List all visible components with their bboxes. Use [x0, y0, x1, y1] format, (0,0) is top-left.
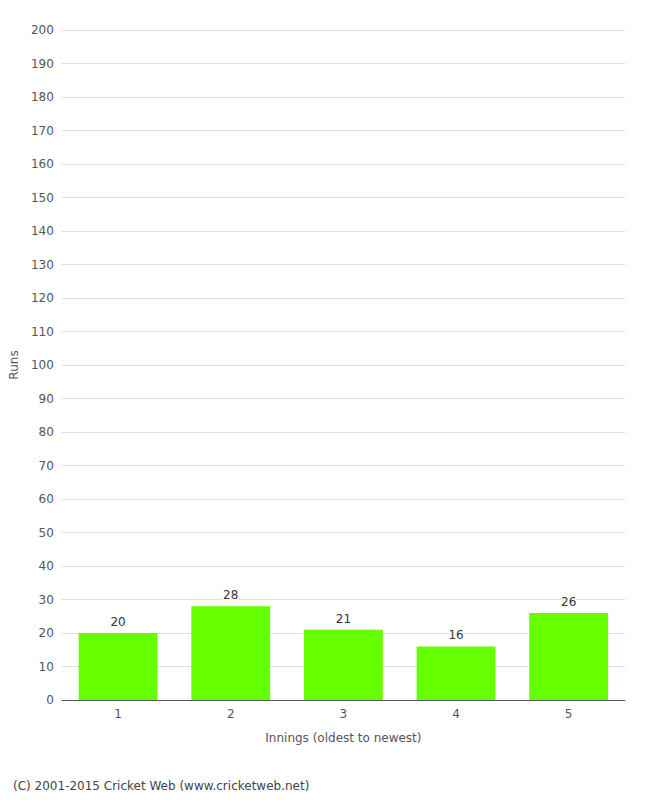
- svg-text:16: 16: [448, 628, 463, 642]
- svg-text:1: 1: [114, 707, 122, 721]
- svg-text:3: 3: [340, 707, 348, 721]
- svg-text:28: 28: [223, 588, 238, 602]
- svg-text:60: 60: [39, 492, 54, 506]
- svg-text:180: 180: [31, 90, 54, 104]
- svg-text:4: 4: [452, 707, 460, 721]
- svg-text:80: 80: [39, 425, 54, 439]
- svg-text:160: 160: [31, 157, 54, 171]
- svg-text:10: 10: [39, 660, 54, 674]
- svg-text:90: 90: [39, 392, 54, 406]
- svg-text:0: 0: [46, 693, 54, 707]
- svg-text:50: 50: [39, 526, 54, 540]
- svg-text:5: 5: [565, 707, 573, 721]
- svg-text:150: 150: [31, 191, 54, 205]
- svg-text:26: 26: [561, 595, 576, 609]
- svg-text:Innings (oldest to newest): Innings (oldest to newest): [265, 731, 421, 745]
- svg-text:21: 21: [336, 612, 351, 626]
- svg-text:200: 200: [31, 23, 54, 37]
- svg-text:100: 100: [31, 358, 54, 372]
- svg-text:190: 190: [31, 57, 54, 71]
- svg-text:70: 70: [39, 459, 54, 473]
- svg-text:20: 20: [39, 626, 54, 640]
- svg-text:Runs: Runs: [7, 350, 21, 379]
- svg-text:2: 2: [227, 707, 235, 721]
- svg-text:140: 140: [31, 224, 54, 238]
- svg-text:130: 130: [31, 258, 54, 272]
- svg-text:30: 30: [39, 593, 54, 607]
- svg-text:120: 120: [31, 291, 54, 305]
- svg-text:40: 40: [39, 559, 54, 573]
- svg-text:20: 20: [110, 615, 125, 629]
- svg-text:170: 170: [31, 124, 54, 138]
- svg-text:110: 110: [31, 325, 54, 339]
- svg-text:(C) 2001-2015 Cricket Web (www: (C) 2001-2015 Cricket Web (www.cricketwe…: [13, 779, 309, 793]
